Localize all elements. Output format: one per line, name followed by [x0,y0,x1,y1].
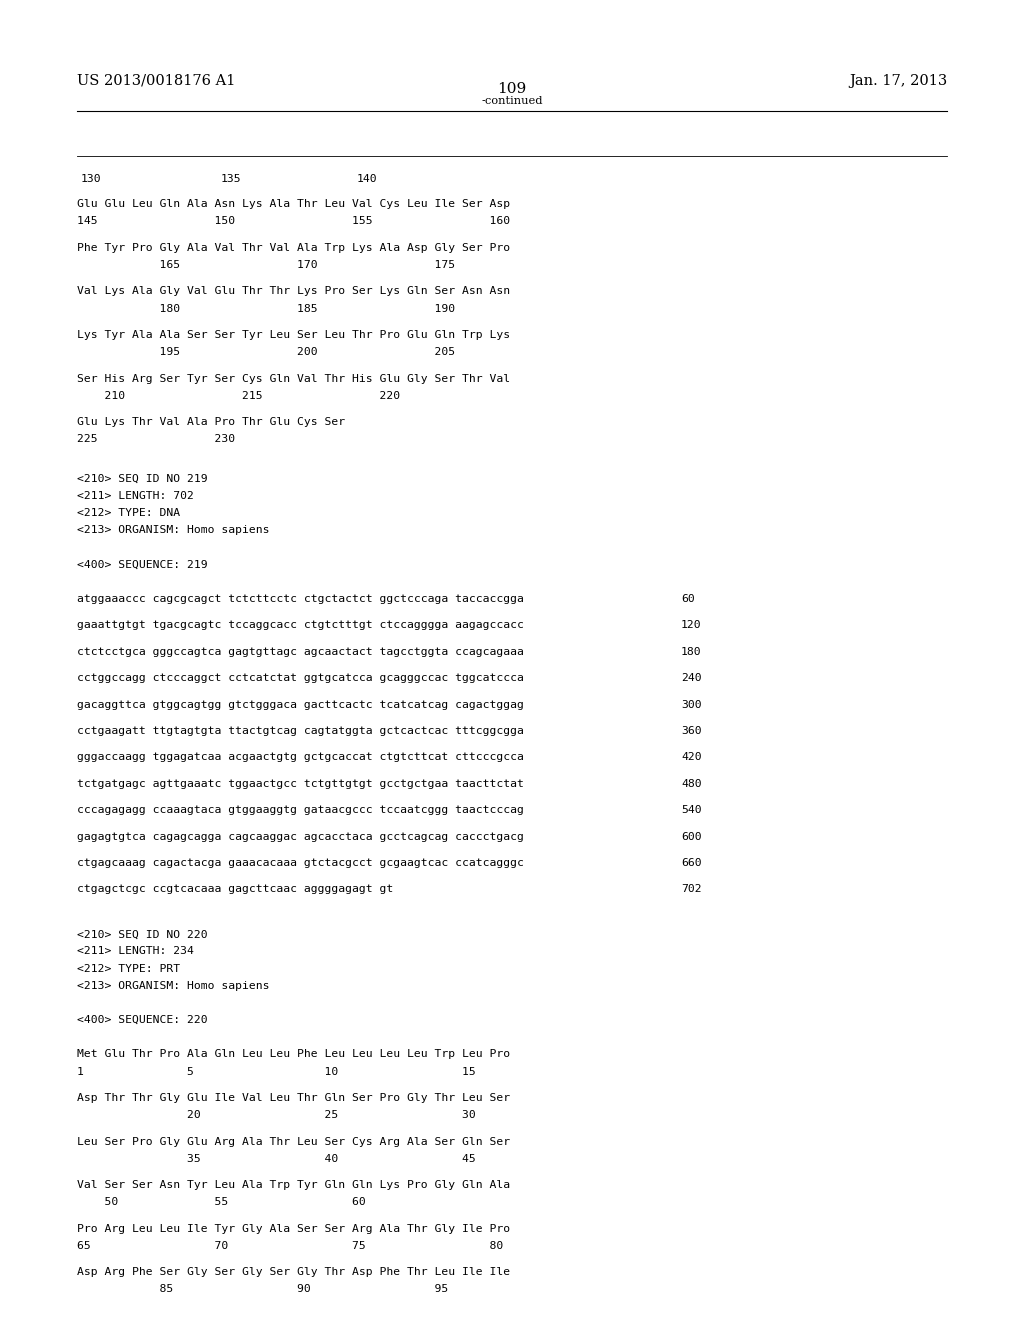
Text: ctgagctcgc ccgtcacaaa gagcttcaac aggggagagt gt: ctgagctcgc ccgtcacaaa gagcttcaac aggggag… [77,884,393,895]
Text: <212> TYPE: DNA: <212> TYPE: DNA [77,508,180,519]
Text: 195                 200                 205: 195 200 205 [77,347,455,358]
Text: Lys Tyr Ala Ala Ser Ser Tyr Leu Ser Leu Thr Pro Glu Gln Trp Lys: Lys Tyr Ala Ala Ser Ser Tyr Leu Ser Leu … [77,330,510,341]
Text: <213> ORGANISM: Homo sapiens: <213> ORGANISM: Homo sapiens [77,525,269,536]
Text: Val Lys Ala Gly Val Glu Thr Thr Lys Pro Ser Lys Gln Ser Asn Asn: Val Lys Ala Gly Val Glu Thr Thr Lys Pro … [77,286,510,297]
Text: ctgagcaaag cagactacga gaaacacaaa gtctacgcct gcgaagtcac ccatcagggc: ctgagcaaag cagactacga gaaacacaaa gtctacg… [77,858,523,869]
Text: Met Glu Thr Pro Ala Gln Leu Leu Phe Leu Leu Leu Leu Trp Leu Pro: Met Glu Thr Pro Ala Gln Leu Leu Phe Leu … [77,1049,510,1060]
Text: <213> ORGANISM: Homo sapiens: <213> ORGANISM: Homo sapiens [77,981,269,991]
Text: tctgatgagc agttgaaatc tggaactgcc tctgttgtgt gcctgctgaa taacttctat: tctgatgagc agttgaaatc tggaactgcc tctgttg… [77,779,523,789]
Text: 480: 480 [681,779,701,789]
Text: 120: 120 [681,620,701,631]
Text: gagagtgtca cagagcagga cagcaaggac agcacctaca gcctcagcag caccctgacg: gagagtgtca cagagcagga cagcaaggac agcacct… [77,832,523,842]
Text: 240: 240 [681,673,701,684]
Text: 35                  40                  45: 35 40 45 [77,1154,475,1164]
Text: <211> LENGTH: 234: <211> LENGTH: 234 [77,946,194,957]
Text: 210                 215                 220: 210 215 220 [77,391,400,401]
Text: <400> SEQUENCE: 219: <400> SEQUENCE: 219 [77,560,208,570]
Text: <211> LENGTH: 702: <211> LENGTH: 702 [77,491,194,502]
Text: 145                 150                 155                 160: 145 150 155 160 [77,216,510,227]
Text: Val Ser Ser Asn Tyr Leu Ala Trp Tyr Gln Gln Lys Pro Gly Gln Ala: Val Ser Ser Asn Tyr Leu Ala Trp Tyr Gln … [77,1180,510,1191]
Text: Pro Arg Leu Leu Ile Tyr Gly Ala Ser Ser Arg Ala Thr Gly Ile Pro: Pro Arg Leu Leu Ile Tyr Gly Ala Ser Ser … [77,1224,510,1234]
Text: 540: 540 [681,805,701,816]
Text: 50              55                  60: 50 55 60 [77,1197,366,1208]
Text: 180                 185                 190: 180 185 190 [77,304,455,314]
Text: 420: 420 [681,752,701,763]
Text: Asp Arg Phe Ser Gly Ser Gly Ser Gly Thr Asp Phe Thr Leu Ile Ile: Asp Arg Phe Ser Gly Ser Gly Ser Gly Thr … [77,1267,510,1278]
Text: 65                  70                  75                  80: 65 70 75 80 [77,1241,503,1251]
Text: <210> SEQ ID NO 219: <210> SEQ ID NO 219 [77,474,208,484]
Text: 140: 140 [356,173,377,183]
Text: 660: 660 [681,858,701,869]
Text: <400> SEQUENCE: 220: <400> SEQUENCE: 220 [77,1015,208,1026]
Text: gaaattgtgt tgacgcagtc tccaggcacc ctgtctttgt ctccagggga aagagccacc: gaaattgtgt tgacgcagtc tccaggcacc ctgtctt… [77,620,523,631]
Text: Leu Ser Pro Gly Glu Arg Ala Thr Leu Ser Cys Arg Ala Ser Gln Ser: Leu Ser Pro Gly Glu Arg Ala Thr Leu Ser … [77,1137,510,1147]
Text: atggaaaccc cagcgcagct tctcttcctc ctgctactct ggctcccaga taccaccgga: atggaaaccc cagcgcagct tctcttcctc ctgctac… [77,594,523,605]
Text: 1               5                   10                  15: 1 5 10 15 [77,1067,475,1077]
Text: cctggccagg ctcccaggct cctcatctat ggtgcatcca gcagggccac tggcatccca: cctggccagg ctcccaggct cctcatctat ggtgcat… [77,673,523,684]
Text: Ser His Arg Ser Tyr Ser Cys Gln Val Thr His Glu Gly Ser Thr Val: Ser His Arg Ser Tyr Ser Cys Gln Val Thr … [77,374,510,384]
Text: gggaccaagg tggagatcaa acgaactgtg gctgcaccat ctgtcttcat cttcccgcca: gggaccaagg tggagatcaa acgaactgtg gctgcac… [77,752,523,763]
Text: Glu Lys Thr Val Ala Pro Thr Glu Cys Ser: Glu Lys Thr Val Ala Pro Thr Glu Cys Ser [77,417,345,428]
Text: <210> SEQ ID NO 220: <210> SEQ ID NO 220 [77,929,208,940]
Text: 702: 702 [681,884,701,895]
Text: -continued: -continued [481,95,543,106]
Text: 225                 230: 225 230 [77,434,234,445]
Text: 165                 170                 175: 165 170 175 [77,260,455,271]
Text: 135: 135 [220,173,241,183]
Text: 600: 600 [681,832,701,842]
Text: Glu Glu Leu Gln Ala Asn Lys Ala Thr Leu Val Cys Leu Ile Ser Asp: Glu Glu Leu Gln Ala Asn Lys Ala Thr Leu … [77,199,510,210]
Text: Jan. 17, 2013: Jan. 17, 2013 [849,74,947,88]
Text: US 2013/0018176 A1: US 2013/0018176 A1 [77,74,236,88]
Text: 300: 300 [681,700,701,710]
Text: 360: 360 [681,726,701,737]
Text: 60: 60 [681,594,694,605]
Text: 130: 130 [81,173,101,183]
Text: gacaggttca gtggcagtgg gtctgggaca gacttcactc tcatcatcag cagactggag: gacaggttca gtggcagtgg gtctgggaca gacttca… [77,700,523,710]
Text: 109: 109 [498,82,526,96]
Text: 20                  25                  30: 20 25 30 [77,1110,475,1121]
Text: 180: 180 [681,647,701,657]
Text: cccagagagg ccaaagtaca gtggaaggtg gataacgccc tccaatcggg taactcccag: cccagagagg ccaaagtaca gtggaaggtg gataacg… [77,805,523,816]
Text: cctgaagatt ttgtagtgta ttactgtcag cagtatggta gctcactcac tttcggcgga: cctgaagatt ttgtagtgta ttactgtcag cagtatg… [77,726,523,737]
Text: Phe Tyr Pro Gly Ala Val Thr Val Ala Trp Lys Ala Asp Gly Ser Pro: Phe Tyr Pro Gly Ala Val Thr Val Ala Trp … [77,243,510,253]
Text: Asp Thr Thr Gly Glu Ile Val Leu Thr Gln Ser Pro Gly Thr Leu Ser: Asp Thr Thr Gly Glu Ile Val Leu Thr Gln … [77,1093,510,1104]
Text: 85                  90                  95: 85 90 95 [77,1284,449,1295]
Text: <212> TYPE: PRT: <212> TYPE: PRT [77,964,180,974]
Text: ctctcctgca gggccagtca gagtgttagc agcaactact tagcctggta ccagcagaaa: ctctcctgca gggccagtca gagtgttagc agcaact… [77,647,523,657]
